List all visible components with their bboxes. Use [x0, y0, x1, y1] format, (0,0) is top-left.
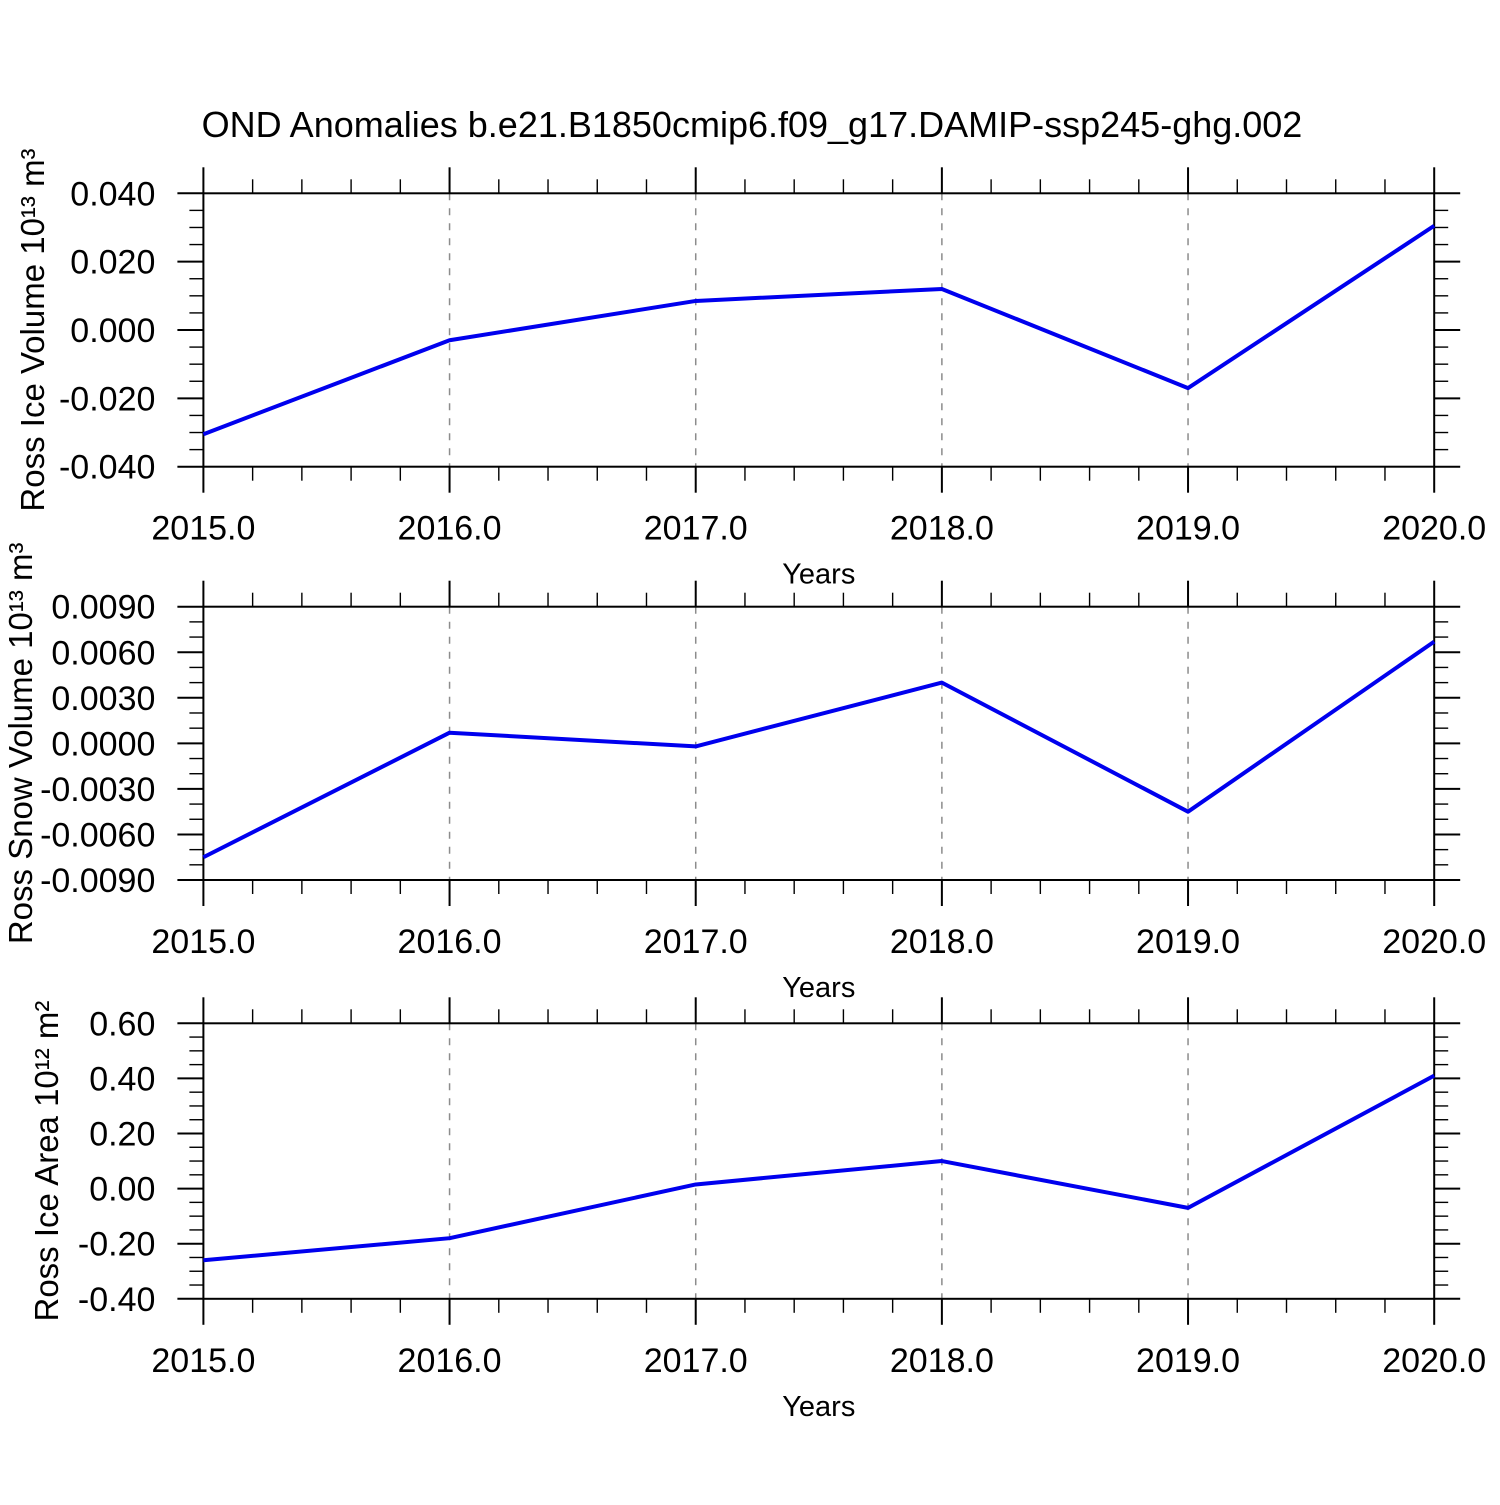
axis-title-y: Ross Ice Area 10¹² m² [28, 1001, 65, 1322]
data-line [203, 1073, 1436, 1263]
x-tick-label: 2020.0 [1382, 923, 1486, 961]
chart-ross-ice-volume: 0.040 0.020 0.000 -0.020 -0.040 2015.0 2016.0 2… [14, 148, 1486, 590]
y-tick-label: 0.0090 [51, 589, 155, 627]
x-tick-label: 2018.0 [890, 1342, 994, 1380]
y-tick-label: 0.60 [89, 1005, 155, 1043]
y-tick-label: -0.040 [59, 449, 155, 487]
axis-title-y: Ross Ice Volume 10¹³ m³ [14, 148, 51, 511]
x-tick-label: 2019.0 [1136, 923, 1240, 961]
y-tick-label: -0.40 [78, 1281, 156, 1319]
x-tick-label: 2015.0 [151, 510, 255, 548]
chart-ross-ice-area: 0.60 0.40 0.20 0.00 -0.20 -0.40 2015.0 2016.0 20… [28, 997, 1486, 1423]
x-tick-label: 2017.0 [644, 923, 748, 961]
y-tick-label: 0.020 [70, 244, 155, 282]
x-tick-label: 2019.0 [1136, 510, 1240, 548]
y-tick-label: -0.020 [59, 380, 155, 418]
y-tick-label: 0.000 [70, 312, 155, 350]
x-tick-label: 2016.0 [398, 923, 502, 961]
y-tick-label: 0.0000 [51, 725, 155, 763]
x-tick-label: 2016.0 [398, 1342, 502, 1380]
x-tick-label: 2018.0 [890, 923, 994, 961]
x-tick-label: 2015.0 [151, 1342, 255, 1380]
y-tick-label: 0.0030 [51, 680, 155, 718]
y-tick-label: -0.20 [78, 1226, 156, 1264]
chart-ross-snow-volume: 0.0090 0.0060 0.0030 0.0000 -0.0030 -0.0060 -0… [2, 543, 1486, 1004]
plot-frame [202, 1022, 1436, 1300]
x-tick-label: 2020.0 [1382, 510, 1486, 548]
axis-title-x: Years [782, 972, 855, 1004]
data-line [202, 639, 1436, 860]
y-tick-label: 0.40 [89, 1060, 155, 1098]
x-tick-label: 2018.0 [890, 510, 994, 548]
charts-root: 0.040 0.020 0.000 -0.020 -0.040 2015.0 2016.0 2… [2, 148, 1486, 1422]
y-tick-label: -0.0030 [40, 771, 155, 809]
x-tick-label: 2015.0 [151, 923, 255, 961]
x-tick-label: 2019.0 [1136, 1342, 1240, 1380]
x-tick-label: 2016.0 [398, 510, 502, 548]
x-tick-label: 2017.0 [644, 510, 748, 548]
figure-title: OND Anomalies b.e21.B1850cmip6.f09_g17.D… [202, 104, 1303, 145]
y-tick-label: 0.040 [70, 175, 155, 213]
axis-title-x: Years [782, 1391, 855, 1423]
y-tick-label: -0.0090 [40, 862, 155, 900]
x-tick-label: 2020.0 [1382, 1342, 1486, 1380]
plot-frame [202, 605, 1436, 881]
data-line [202, 224, 1436, 437]
plot-frame [202, 192, 1436, 468]
y-tick-label: 0.00 [89, 1171, 155, 1209]
axis-title-y: Ross Snow Volume 10¹³ m³ [2, 543, 39, 945]
y-tick-label: 0.0060 [51, 634, 155, 672]
y-tick-label: -0.0060 [40, 816, 155, 854]
y-tick-label: 0.20 [89, 1116, 155, 1154]
x-tick-label: 2017.0 [644, 1342, 748, 1380]
axis-title-x: Years [782, 559, 855, 591]
